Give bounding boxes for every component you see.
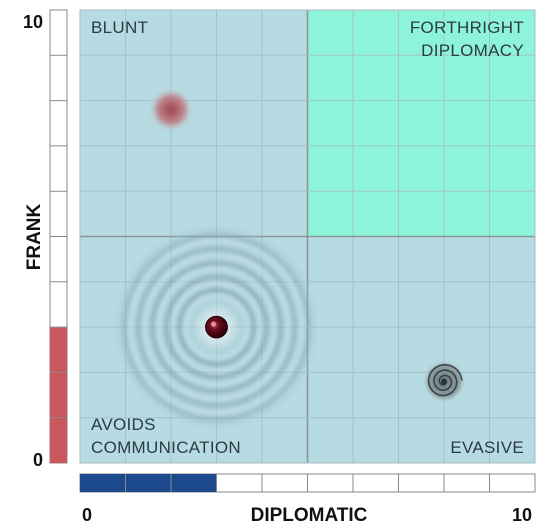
x-axis-label: DIPLOMATIC bbox=[251, 505, 368, 526]
y-tick-top: 10 bbox=[23, 12, 43, 32]
data-point-0 bbox=[149, 87, 193, 132]
point-ring bbox=[163, 102, 179, 118]
quadrant-top-left bbox=[80, 10, 308, 237]
quadrant-label-bottom-right: EVASIVE bbox=[450, 438, 524, 457]
quadrant-label-top-left: BLUNT bbox=[91, 18, 148, 37]
point-ring-light bbox=[157, 267, 276, 387]
y-tick-bottom: 0 bbox=[33, 450, 43, 470]
point-ring-light bbox=[143, 253, 290, 401]
point-highlight bbox=[211, 321, 216, 327]
x-tick-left: 0 bbox=[82, 505, 92, 525]
x-value-bar bbox=[79, 473, 536, 493]
point-ring-light bbox=[184, 294, 249, 360]
point-ring bbox=[164, 275, 269, 380]
data-point-1 bbox=[116, 227, 317, 428]
quadrant-label-top-right: FORTHRIGHT bbox=[410, 18, 524, 37]
quadrant-top-right bbox=[307, 10, 535, 237]
data-point-2 bbox=[422, 359, 466, 404]
point-ring-light bbox=[171, 281, 262, 373]
data-points bbox=[116, 87, 466, 428]
point-ring bbox=[122, 232, 311, 422]
x-tick-right: 10 bbox=[512, 505, 532, 525]
point-ring bbox=[150, 261, 283, 394]
quadrant-labels: BLUNT FORTHRIGHT DIPLOMACY AVOIDS COMMUNICAT… bbox=[91, 18, 524, 457]
point-ring bbox=[136, 246, 297, 408]
plot-border bbox=[79, 9, 536, 464]
point-ring bbox=[177, 288, 256, 366]
x-bar-fill bbox=[80, 474, 217, 492]
y-axis-label: FRANK bbox=[24, 203, 45, 270]
quadrant-bottom-right bbox=[307, 236, 535, 463]
point-core bbox=[441, 378, 447, 385]
quadrant-label-bottom-left: AVOIDS bbox=[91, 415, 156, 434]
point-core bbox=[205, 315, 228, 339]
quadrant-label-top-right: DIPLOMACY bbox=[421, 41, 524, 60]
point-spiral bbox=[427, 363, 463, 397]
point-ring bbox=[157, 96, 185, 124]
point-core bbox=[167, 105, 175, 114]
y-value-bar bbox=[49, 9, 68, 464]
y-bar-fill bbox=[50, 327, 67, 463]
quadrant-label-bottom-left: COMMUNICATION bbox=[91, 438, 241, 457]
point-ring-light bbox=[129, 239, 304, 415]
